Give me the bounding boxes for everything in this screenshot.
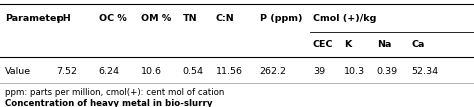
Text: C:N: C:N [216, 14, 235, 23]
Text: 0.54: 0.54 [182, 67, 203, 76]
Text: 11.56: 11.56 [216, 67, 243, 76]
Text: Value: Value [5, 67, 31, 76]
Text: TN: TN [182, 14, 197, 23]
Text: Na: Na [377, 40, 391, 49]
Text: Cmol (+)/kg: Cmol (+)/kg [313, 14, 376, 23]
Text: ppm: parts per million, cmol(+): cent mol of cation: ppm: parts per million, cmol(+): cent mo… [5, 88, 224, 97]
Text: 6.24: 6.24 [99, 67, 119, 76]
Text: 262.2: 262.2 [260, 67, 287, 76]
Text: 7.52: 7.52 [56, 67, 77, 76]
Text: OM %: OM % [141, 14, 172, 23]
Text: 39: 39 [313, 67, 325, 76]
Text: 10.3: 10.3 [344, 67, 365, 76]
Text: Parameter: Parameter [5, 14, 61, 23]
Text: K: K [344, 40, 351, 49]
Text: pH: pH [56, 14, 71, 23]
Text: 10.6: 10.6 [141, 67, 162, 76]
Text: OC %: OC % [99, 14, 127, 23]
Text: CEC: CEC [313, 40, 333, 49]
Text: 0.39: 0.39 [377, 67, 398, 76]
Text: P (ppm): P (ppm) [260, 14, 302, 23]
Text: Ca: Ca [411, 40, 425, 49]
Text: Concentration of heavy metal in bio-slurry: Concentration of heavy metal in bio-slur… [5, 99, 212, 107]
Text: 52.34: 52.34 [411, 67, 438, 76]
